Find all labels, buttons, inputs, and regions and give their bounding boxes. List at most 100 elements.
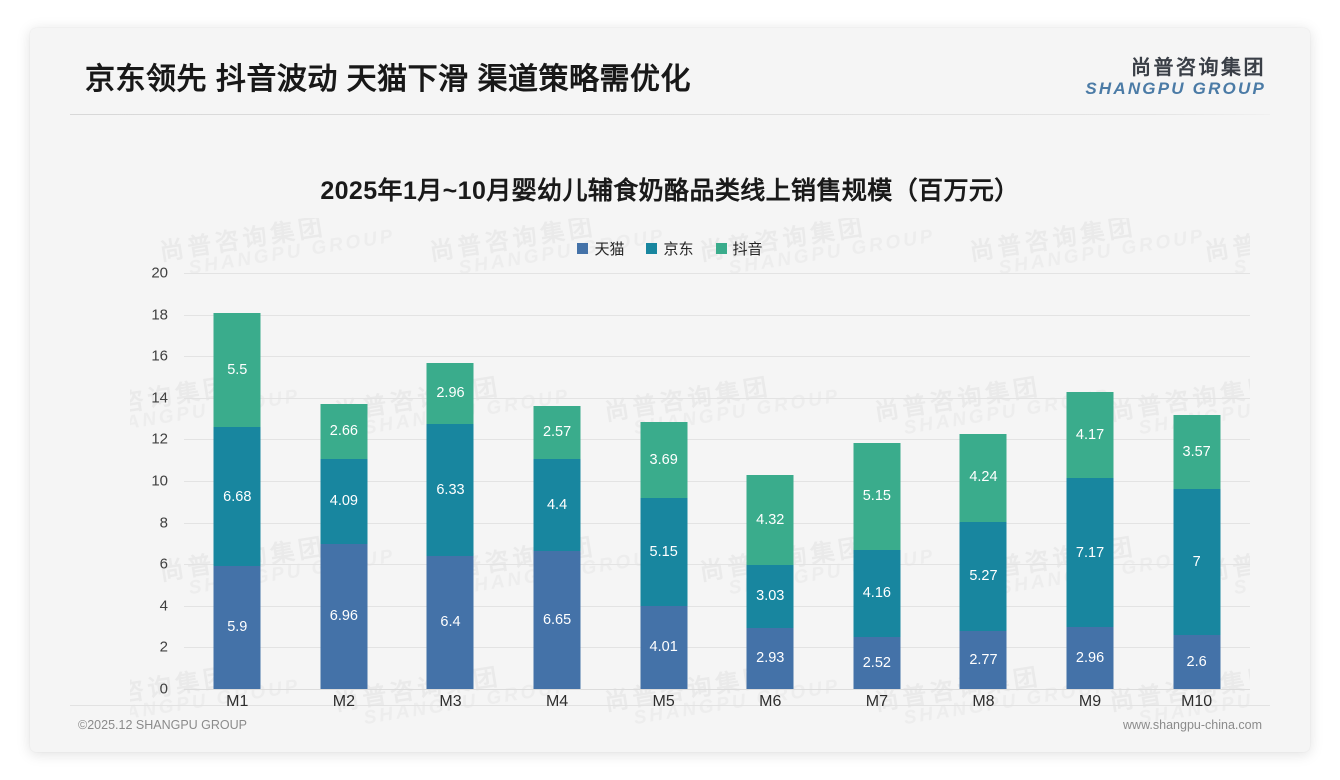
bar-segment-京东[interactable]: 5.27 xyxy=(959,521,1007,632)
chart-legend: 天猫 京东 抖音 xyxy=(30,238,1310,259)
x-axis-tick-M9: M9 xyxy=(1078,693,1102,710)
bar-stack: 5.9 6.68 5.5 xyxy=(213,312,261,689)
bar-segment-抖音[interactable]: 2.66 xyxy=(320,403,368,460)
bar-segment-京东[interactable]: 5.15 xyxy=(640,498,688,606)
page-title: 京东领先 抖音波动 天猫下滑 渠道策略需优化 xyxy=(85,63,692,96)
brand-logo: 尚普咨询集团 SHANGPU GROUP xyxy=(1085,58,1266,98)
grid-line xyxy=(184,397,1250,399)
legend-swatch-icon xyxy=(715,243,727,254)
chart-plot-area: 尚普咨询集团 SHANGPU GROUP 尚普咨询集团 SHANGPU GROUP 尚普… xyxy=(130,218,1250,728)
bar-stack: 6.65 4.4 2.57 xyxy=(533,405,581,689)
grid-line xyxy=(184,439,1250,441)
bar-segment-京东[interactable]: 7 xyxy=(1173,489,1221,635)
bar-segment-抖音[interactable]: 4.24 xyxy=(959,433,1007,522)
grid-line xyxy=(184,647,1250,649)
bar-segment-抖音[interactable]: 2.57 xyxy=(533,405,581,460)
legend-entry-京东[interactable]: 京东 xyxy=(646,238,694,259)
bar-value-label: 3.03 xyxy=(756,588,785,605)
bar-segment-京东[interactable]: 7.17 xyxy=(1066,478,1114,628)
legend-entry-抖音[interactable]: 抖音 xyxy=(715,238,763,259)
bar-group-M9[interactable]: 2.96 7.17 4.17 xyxy=(1037,273,1144,689)
bar-segment-天猫[interactable]: 2.52 xyxy=(853,636,901,689)
bar-group-M10[interactable]: 2.6 7 3.57 xyxy=(1143,273,1250,689)
legend-label: 抖音 xyxy=(732,241,763,258)
header-divider xyxy=(70,114,1270,115)
bar-value-label: 2.93 xyxy=(756,650,785,667)
bar-segment-天猫[interactable]: 5.9 xyxy=(213,566,261,689)
y-axis-tick: 14 xyxy=(151,389,168,407)
x-axis-tick-M5: M5 xyxy=(652,693,675,710)
bar-segment-京东[interactable]: 4.09 xyxy=(320,459,368,545)
bar-value-label: 4.01 xyxy=(649,639,678,656)
footer-copyright: ©2025.12 SHANGPU GROUP xyxy=(78,718,247,732)
bar-group-M3[interactable]: 6.4 6.33 2.96 xyxy=(397,273,504,689)
legend-label: 京东 xyxy=(663,241,694,258)
bar-segment-天猫[interactable]: 2.96 xyxy=(1066,627,1114,689)
bar-segment-京东[interactable]: 6.33 xyxy=(426,424,474,556)
bar-segment-天猫[interactable]: 2.77 xyxy=(959,631,1007,689)
bar-segment-天猫[interactable]: 4.01 xyxy=(640,605,688,689)
bar-stack: 4.01 5.15 3.69 xyxy=(640,421,688,689)
bar-group-M7[interactable]: 2.52 4.16 5.15 xyxy=(824,273,931,689)
bar-segment-抖音[interactable]: 5.15 xyxy=(853,442,901,551)
bar-segment-天猫[interactable]: 2.93 xyxy=(746,628,794,689)
legend-swatch-icon xyxy=(646,243,658,254)
bar-value-label: 5.27 xyxy=(969,568,998,585)
bar-segment-天猫[interactable]: 2.6 xyxy=(1173,634,1221,689)
bar-stack: 6.4 6.33 2.96 xyxy=(426,362,474,689)
bar-segment-京东[interactable]: 4.16 xyxy=(853,550,901,637)
bar-value-label: 2.6 xyxy=(1186,653,1207,670)
legend-label: 天猫 xyxy=(594,241,625,258)
bar-value-label: 3.69 xyxy=(649,451,678,468)
bar-value-label: 4.09 xyxy=(329,493,358,510)
grid-line xyxy=(184,689,1250,690)
bar-value-label: 2.96 xyxy=(436,385,465,402)
y-axis-tick: 6 xyxy=(159,555,168,573)
bar-stack: 2.52 4.16 5.15 xyxy=(853,442,901,689)
grid-line xyxy=(184,605,1250,607)
bar-value-label: 2.57 xyxy=(542,424,572,441)
grid-line xyxy=(184,356,1250,358)
x-axis: M1 M2 M3 M4 M5 M6 M7 M8 M9 M10 xyxy=(184,693,1250,711)
y-axis-tick: 0 xyxy=(159,680,168,698)
bar-group-M4[interactable]: 6.65 4.4 2.57 xyxy=(504,273,611,689)
bar-segment-天猫[interactable]: 6.65 xyxy=(533,550,581,689)
bar-value-label: 5.5 xyxy=(227,361,248,378)
bar-group-M8[interactable]: 2.77 5.27 4.24 xyxy=(930,273,1037,689)
bar-stack: 2.77 5.27 4.24 xyxy=(959,433,1007,689)
bar-segment-抖音[interactable]: 2.96 xyxy=(426,362,474,425)
bar-value-label: 5.15 xyxy=(862,488,891,505)
bars-container: 5.9 6.68 5.5 6.96 4.09 2.66 6.4 6.33 2.96 6.65 4.4… xyxy=(184,273,1250,689)
bar-segment-京东[interactable]: 4.4 xyxy=(533,459,581,551)
bar-segment-抖音[interactable]: 3.57 xyxy=(1173,415,1221,490)
bar-value-label: 4.16 xyxy=(862,585,891,602)
grid-line xyxy=(184,273,1250,274)
bar-value-label: 6.96 xyxy=(329,608,358,625)
bar-value-label: 6.68 xyxy=(223,488,252,505)
bar-segment-天猫[interactable]: 6.96 xyxy=(320,544,368,689)
slide-card: 京东领先 抖音波动 天猫下滑 渠道策略需优化 尚普咨询集团 SHANGPU GR… xyxy=(30,28,1310,752)
footer-website: www.shangpu-china.com xyxy=(1123,718,1262,732)
bar-value-label: 7 xyxy=(1192,553,1201,570)
bar-value-label: 2.96 xyxy=(1075,649,1105,666)
bar-segment-抖音[interactable]: 4.32 xyxy=(746,475,794,566)
bar-segment-抖音[interactable]: 3.69 xyxy=(640,421,688,499)
bar-group-M5[interactable]: 4.01 5.15 3.69 xyxy=(610,273,717,689)
legend-entry-天猫[interactable]: 天猫 xyxy=(577,238,624,259)
bar-segment-抖音[interactable]: 5.5 xyxy=(213,312,261,428)
bar-segment-抖音[interactable]: 4.17 xyxy=(1066,391,1114,479)
bar-value-label: 2.66 xyxy=(329,423,358,440)
y-axis: 0 2 4 6 8 10 12 14 16 18 20 xyxy=(130,265,176,698)
brand-logo-english: SHANGPU GROUP xyxy=(1085,79,1266,98)
bar-segment-京东[interactable]: 6.68 xyxy=(213,427,261,567)
bar-value-label: 4.32 xyxy=(756,511,785,528)
bar-stack: 2.6 7 3.57 xyxy=(1173,415,1221,689)
bar-value-label: 5.9 xyxy=(227,619,248,636)
y-axis-tick: 16 xyxy=(151,347,168,365)
bar-group-M2[interactable]: 6.96 4.09 2.66 xyxy=(291,273,398,689)
bar-stack: 2.96 7.17 4.17 xyxy=(1066,391,1114,689)
bar-segment-天猫[interactable]: 6.4 xyxy=(426,555,474,689)
bar-segment-京东[interactable]: 3.03 xyxy=(746,565,794,629)
bar-group-M1[interactable]: 5.9 6.68 5.5 xyxy=(184,273,291,689)
bar-group-M6[interactable]: 2.93 3.03 4.32 xyxy=(717,273,824,689)
